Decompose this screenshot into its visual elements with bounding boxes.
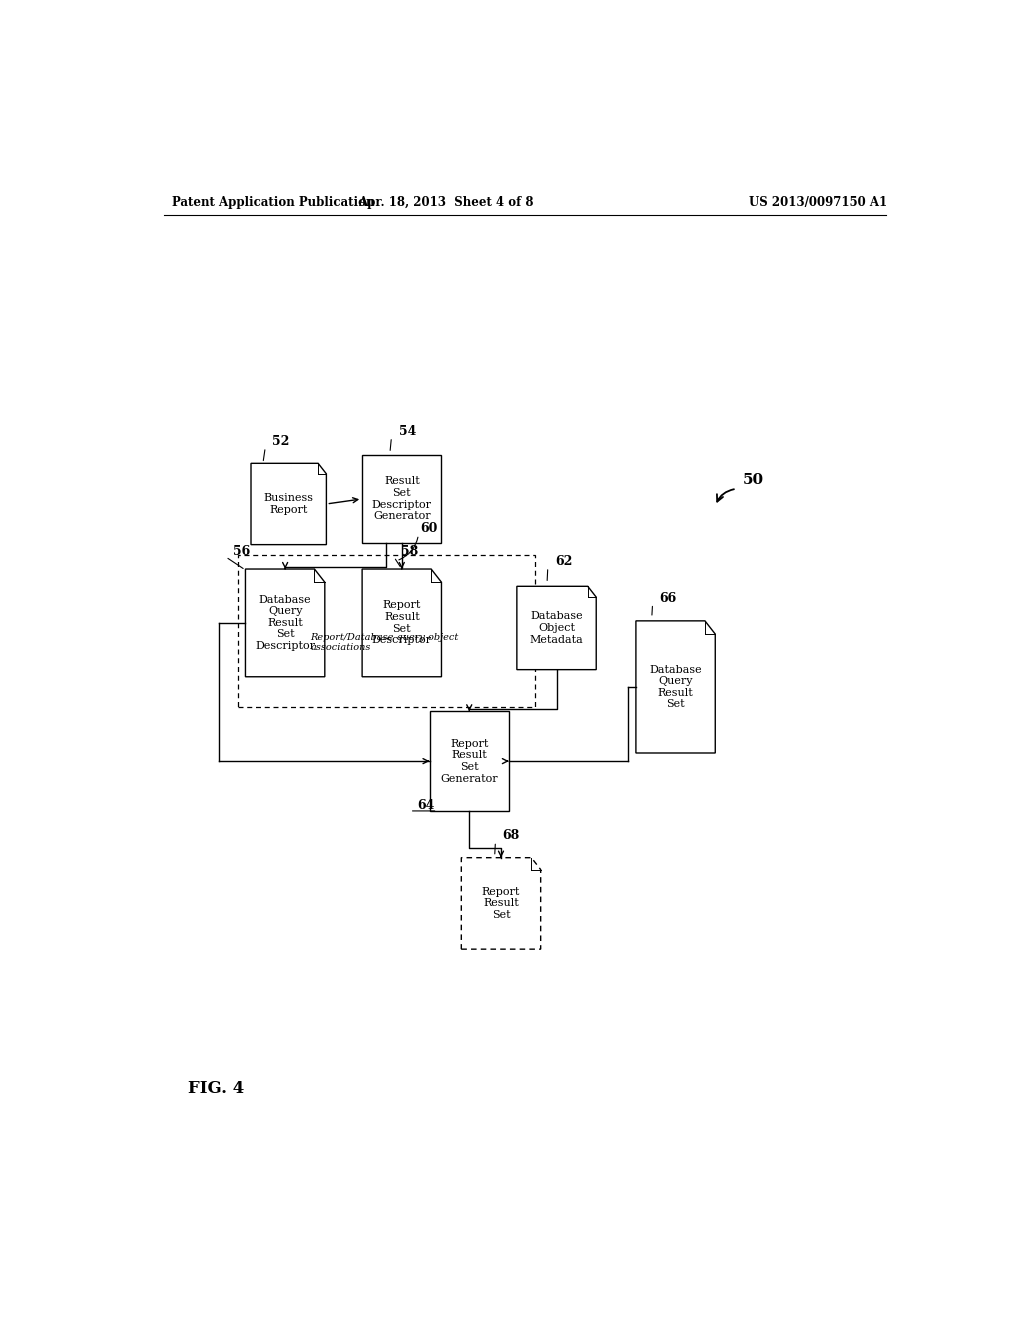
Text: Report
Result
Set
Generator: Report Result Set Generator bbox=[440, 739, 498, 784]
Polygon shape bbox=[636, 620, 715, 752]
Text: 56: 56 bbox=[232, 545, 250, 558]
Text: Database
Query
Result
Set: Database Query Result Set bbox=[649, 664, 701, 709]
Text: Database
Object
Metadata: Database Object Metadata bbox=[529, 611, 584, 644]
Polygon shape bbox=[251, 463, 327, 545]
Bar bbox=[362, 455, 441, 543]
Bar bbox=[430, 711, 509, 810]
Text: Report
Result
Set: Report Result Set bbox=[482, 887, 520, 920]
Text: Report/Database query object
associations: Report/Database query object association… bbox=[310, 632, 459, 652]
Text: FIG. 4: FIG. 4 bbox=[187, 1080, 244, 1097]
Text: 52: 52 bbox=[272, 436, 290, 447]
Text: 64: 64 bbox=[417, 799, 434, 812]
Polygon shape bbox=[362, 569, 441, 677]
Polygon shape bbox=[246, 569, 325, 677]
Text: 62: 62 bbox=[555, 554, 572, 568]
Text: Report
Result
Set
Descriptor: Report Result Set Descriptor bbox=[372, 601, 432, 645]
Text: 68: 68 bbox=[503, 829, 520, 842]
Text: 54: 54 bbox=[398, 425, 416, 438]
Text: US 2013/0097150 A1: US 2013/0097150 A1 bbox=[750, 195, 888, 209]
Text: Result
Set
Descriptor
Generator: Result Set Descriptor Generator bbox=[372, 477, 432, 521]
Text: 58: 58 bbox=[401, 545, 418, 558]
Polygon shape bbox=[461, 858, 541, 949]
Text: Patent Application Publication: Patent Application Publication bbox=[172, 195, 374, 209]
Text: Apr. 18, 2013  Sheet 4 of 8: Apr. 18, 2013 Sheet 4 of 8 bbox=[357, 195, 534, 209]
Text: 50: 50 bbox=[743, 473, 764, 487]
Text: Business
Report: Business Report bbox=[264, 494, 313, 515]
Text: 66: 66 bbox=[659, 591, 677, 605]
Text: Database
Query
Result
Set
Descriptor: Database Query Result Set Descriptor bbox=[255, 595, 315, 651]
Bar bbox=[238, 554, 536, 708]
Text: 60: 60 bbox=[420, 523, 437, 536]
Polygon shape bbox=[517, 586, 596, 669]
